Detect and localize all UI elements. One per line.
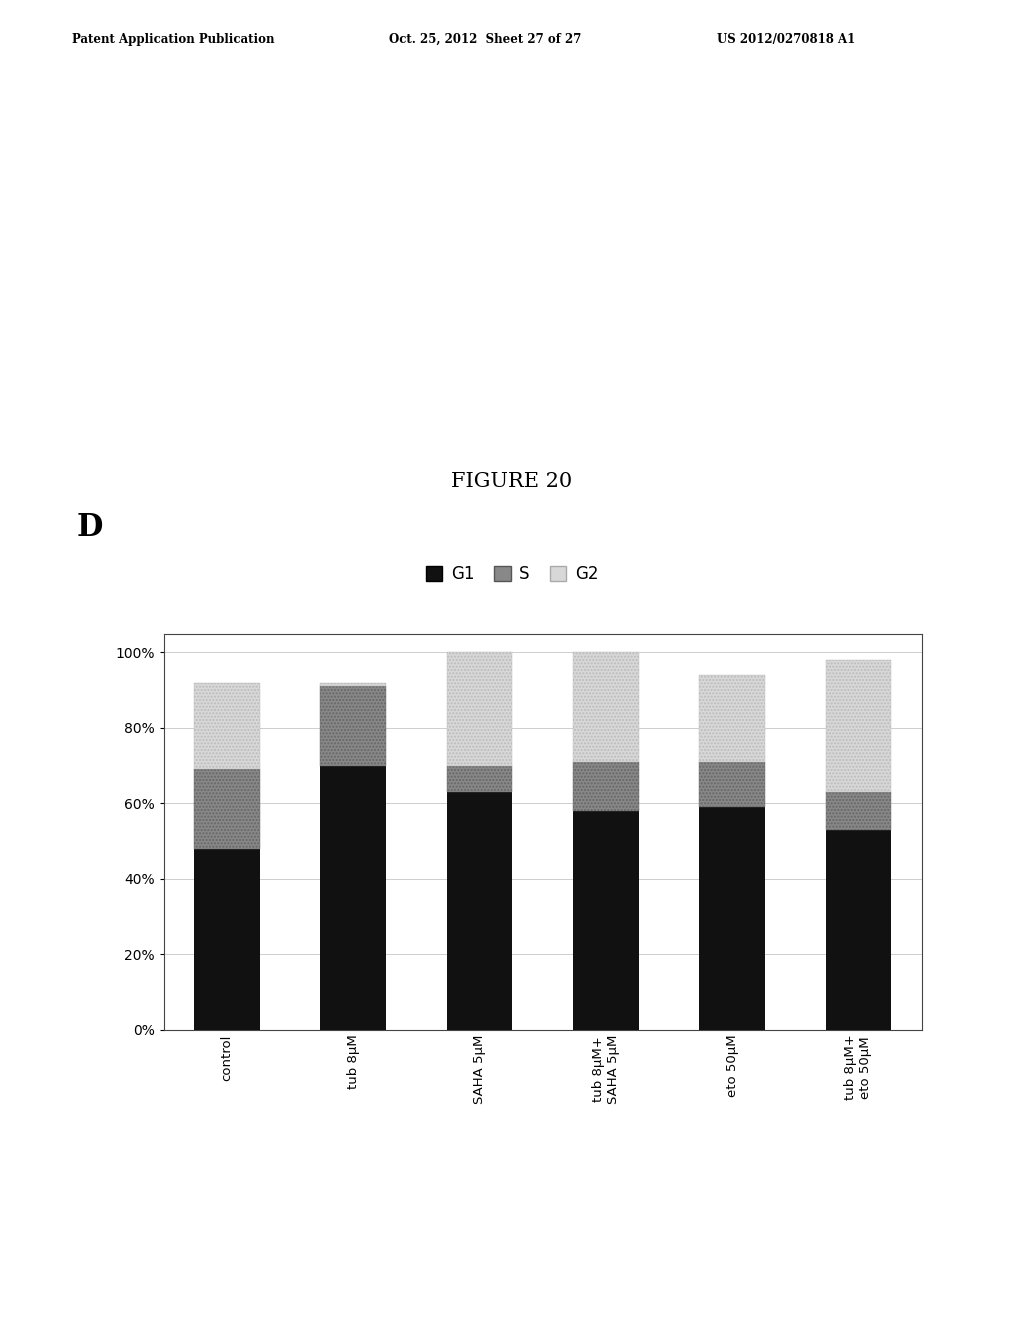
Text: Oct. 25, 2012  Sheet 27 of 27: Oct. 25, 2012 Sheet 27 of 27: [389, 33, 582, 46]
Bar: [573, 652, 639, 762]
Bar: [446, 652, 512, 766]
Bar: [699, 675, 765, 762]
Bar: [446, 792, 512, 1030]
Bar: [825, 830, 891, 1030]
Text: FIGURE 20: FIGURE 20: [452, 473, 572, 491]
Bar: [573, 810, 639, 1030]
Bar: [195, 849, 260, 1030]
Bar: [321, 682, 386, 686]
Bar: [195, 770, 260, 849]
Bar: [446, 766, 512, 792]
Text: D: D: [77, 512, 103, 544]
Bar: [825, 792, 891, 830]
Bar: [321, 686, 386, 766]
Bar: [699, 807, 765, 1030]
Text: US 2012/0270818 A1: US 2012/0270818 A1: [717, 33, 855, 46]
Bar: [573, 762, 639, 810]
Legend: G1, S, G2: G1, S, G2: [419, 558, 605, 590]
Bar: [321, 766, 386, 1030]
Text: Patent Application Publication: Patent Application Publication: [72, 33, 274, 46]
Bar: [699, 762, 765, 807]
Bar: [195, 682, 260, 770]
Bar: [825, 660, 891, 792]
